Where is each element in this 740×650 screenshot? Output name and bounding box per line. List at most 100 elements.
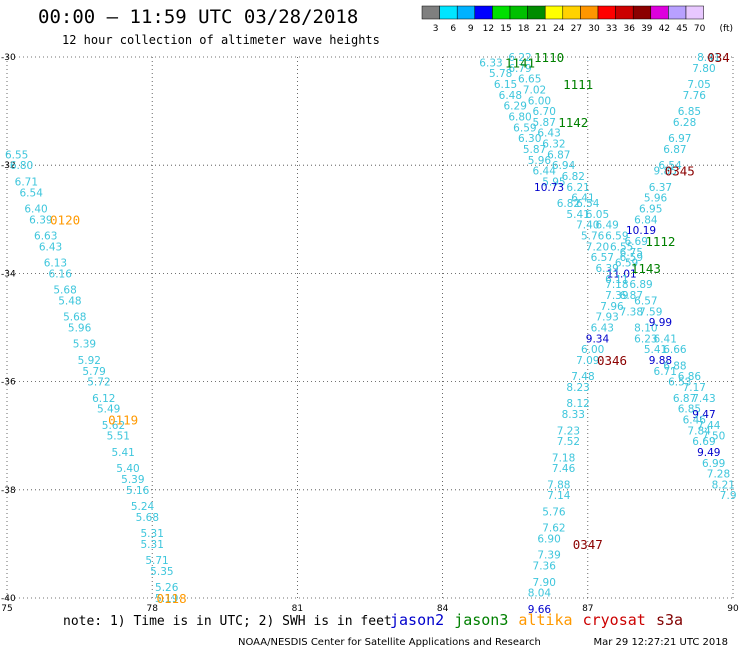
data-point-label: 5.79 — [82, 366, 105, 378]
data-point-label: 6.28 — [673, 117, 696, 129]
data-point-label: 6.00 — [528, 95, 551, 107]
data-point-label: 6.90 — [537, 533, 560, 545]
legend-swatch — [632, 5, 652, 20]
data-point-label: 7.39 — [537, 550, 560, 562]
data-point-label: 7.17 — [683, 382, 706, 394]
data-point-label: 6.95 — [639, 203, 662, 215]
data-point-label: 6.69 — [692, 436, 715, 448]
y-tick-label: -38 — [1, 486, 16, 496]
pass-time-label: 1112 — [645, 234, 675, 249]
data-point-label: 6.41 — [654, 333, 677, 345]
legend-swatch — [456, 5, 476, 20]
data-point-label: 6.05 — [586, 209, 609, 221]
data-point-label: 7.48 — [571, 371, 594, 383]
data-point-label: 5.68 — [53, 285, 76, 297]
data-points: 6.556.806.716.546.406.396.636.436.136.16… — [5, 52, 737, 616]
data-point-label: 6.55 — [610, 241, 633, 253]
data-point-label: 7.50 — [702, 431, 725, 443]
data-point-label: 7.18 — [605, 279, 628, 291]
data-point-label: 6.59 — [513, 122, 536, 134]
data-point-label: 6.87 — [663, 144, 686, 156]
data-point-label: 7.38 — [620, 306, 643, 318]
data-point-label: 6.94 — [552, 160, 576, 172]
data-point-label: 7.76 — [683, 90, 707, 102]
pass-time-label: 0346 — [597, 353, 627, 368]
pass-time-label: 0347 — [573, 537, 603, 552]
legend-tick-label: 36 — [623, 24, 635, 34]
data-point-label: 6.16 — [49, 268, 73, 280]
x-tick-label: 84 — [437, 604, 449, 614]
data-point-label: 7.40 — [576, 220, 599, 232]
data-point-label: 6.39 — [29, 214, 52, 226]
data-point-label: 6.55 — [5, 149, 28, 161]
chart-title: 00:00 – 11:59 UTC 03/28/2018 — [38, 6, 359, 28]
legend-swatch — [492, 5, 511, 20]
satellite-legend-altika: altika — [518, 611, 572, 629]
data-point-label: 7.18 — [552, 452, 575, 464]
data-point-label: 6.79 — [508, 63, 531, 75]
data-point-label: 5.19 — [155, 593, 178, 605]
y-tick-label: -36 — [1, 378, 16, 388]
data-point-label: 6.29 — [504, 101, 527, 113]
data-point-label: 5.39 — [121, 474, 144, 486]
legend-tick-label: 18 — [518, 24, 530, 34]
legend-tick-label: 30 — [588, 24, 600, 34]
data-point-label: 6.12 — [92, 393, 115, 405]
data-point-label: 9.88 — [649, 355, 672, 367]
data-point-label: 7.80 — [692, 63, 715, 75]
legend-tick-label: 24 — [553, 24, 565, 34]
data-point-label: 5.41 — [111, 447, 134, 459]
grid-lines — [6, 56, 734, 599]
data-point-label: 6.71 — [654, 366, 677, 378]
data-point-label: 6.49 — [595, 220, 618, 232]
legend-swatch — [439, 5, 458, 20]
data-point-label: 6.46 — [683, 414, 707, 426]
data-point-label: 6.22 — [508, 52, 531, 64]
satellite-legend-cryosat: cryosat — [583, 611, 646, 629]
pass-time-label: 1111 — [563, 77, 593, 92]
chart-subtitle: 12 hour collection of altimeter wave hei… — [62, 33, 380, 47]
legend-tick-label: 39 — [641, 24, 653, 34]
data-point-label: 6.39 — [595, 263, 618, 275]
legend-swatch — [544, 5, 564, 20]
data-point-label: 6.66 — [663, 344, 687, 356]
data-point-label: 6.00 — [581, 344, 604, 356]
legend-tick-label: 15 — [500, 24, 511, 34]
data-point-label: 7.23 — [557, 425, 580, 437]
pass-time-labels: 0120011901181110114111111142111211430345… — [50, 50, 730, 606]
data-point-label: 8.04 — [528, 588, 552, 600]
data-point-label: 9.34 — [586, 333, 610, 345]
data-point-label: 5.87 — [523, 144, 546, 156]
data-point-label: 7.09 — [576, 355, 599, 367]
data-point-label: 6.23 — [634, 333, 657, 345]
data-point-label: 5.24 — [131, 501, 155, 513]
data-point-label: 6.80 — [508, 112, 531, 124]
data-point-label: 7.43 — [692, 393, 715, 405]
satellite-legend-jason3: jason3 — [454, 611, 508, 629]
data-point-label: 6.70 — [533, 106, 556, 118]
x-tick-label: 87 — [582, 604, 593, 614]
data-point-label: 6.57 — [634, 295, 657, 307]
legend-swatch — [527, 5, 546, 20]
data-point-label: 6.85 — [678, 404, 701, 416]
data-point-label: 7.20 — [586, 241, 609, 253]
data-point-label: 7.62 — [542, 523, 565, 535]
legend-tick-label: 45 — [676, 24, 687, 34]
data-point-label: 6.84 — [634, 214, 658, 226]
legend-swatch — [562, 5, 581, 20]
data-point-label: 6.40 — [24, 203, 47, 215]
data-point-label: 6.15 — [494, 79, 517, 91]
data-point-label: 7.84 — [687, 425, 711, 437]
data-point-label: 5.39 — [73, 339, 96, 351]
data-point-label: 6.75 — [620, 247, 643, 259]
data-point-label: 8.23 — [566, 382, 589, 394]
data-point-label: 7.52 — [557, 436, 580, 448]
data-point-label: 9.85 — [654, 166, 677, 178]
x-tick-label: 75 — [1, 604, 12, 614]
data-point-label: 7.96 — [600, 301, 624, 313]
data-point-label: 6.41 — [571, 193, 594, 205]
data-point-label: 9.99 — [649, 317, 672, 329]
data-point-label: 9.49 — [697, 447, 720, 459]
data-point-label: 6.63 — [34, 231, 57, 243]
data-point-label: 9.66 — [528, 604, 552, 616]
